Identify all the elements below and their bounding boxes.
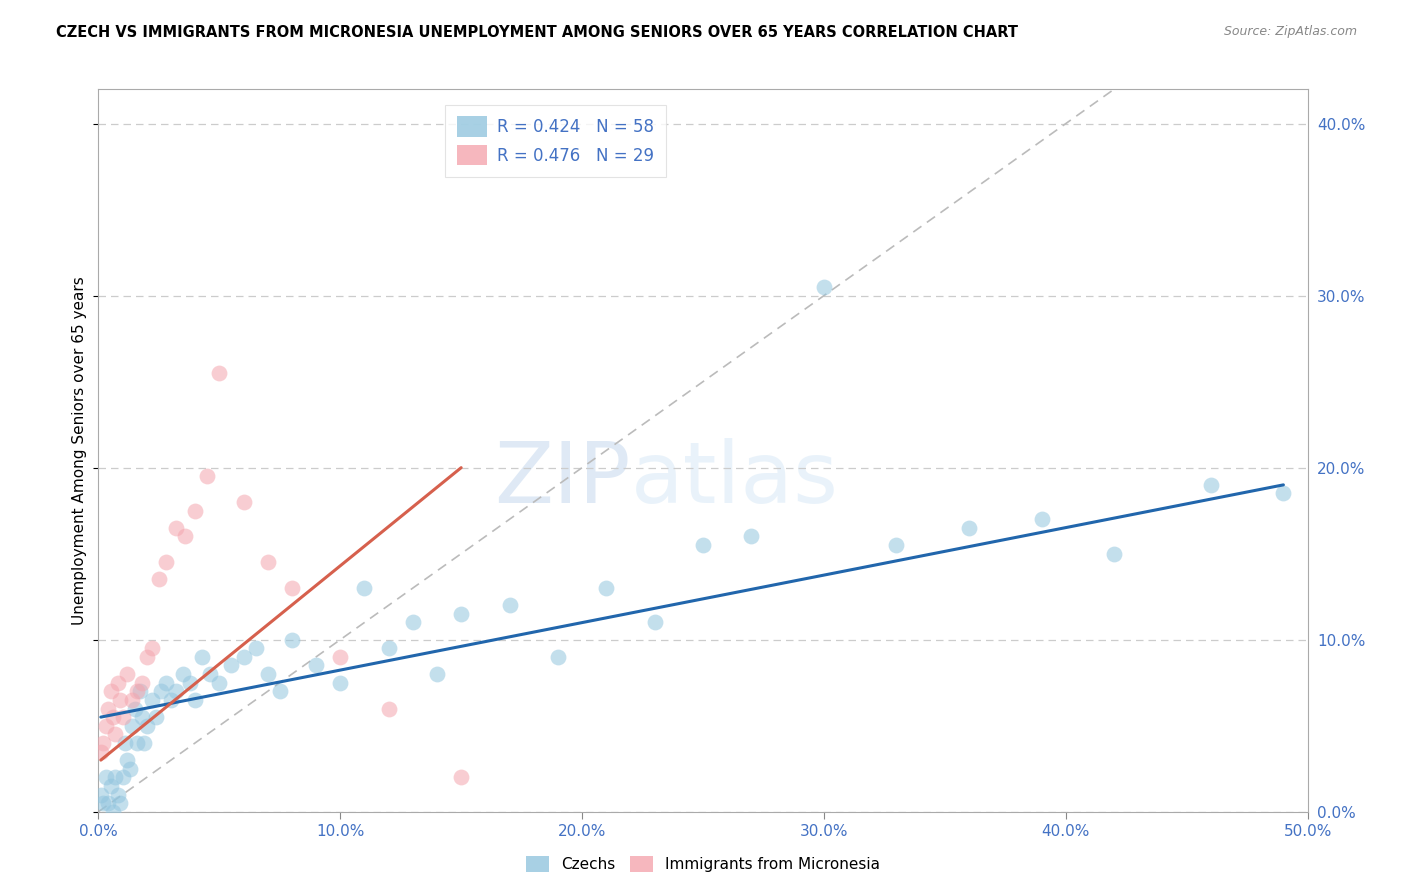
Point xyxy=(118,762,141,776)
Point xyxy=(91,736,114,750)
Point xyxy=(256,667,278,681)
Point xyxy=(94,719,117,733)
Point xyxy=(198,667,221,681)
Point xyxy=(208,366,231,380)
Text: CZECH VS IMMIGRANTS FROM MICRONESIA UNEMPLOYMENT AMONG SENIORS OVER 65 YEARS COR: CZECH VS IMMIGRANTS FROM MICRONESIA UNEM… xyxy=(56,25,1018,40)
Point xyxy=(281,581,304,595)
Point xyxy=(104,770,127,784)
Point xyxy=(595,581,617,595)
Point xyxy=(329,675,352,690)
Point xyxy=(101,710,124,724)
Point xyxy=(402,615,425,630)
Point xyxy=(121,719,143,733)
Point xyxy=(94,770,117,784)
Point xyxy=(886,538,908,552)
Point xyxy=(256,555,278,569)
Point xyxy=(450,770,472,784)
Point xyxy=(426,667,449,681)
Point xyxy=(305,658,328,673)
Point xyxy=(131,675,153,690)
Point xyxy=(160,693,183,707)
Point xyxy=(114,736,136,750)
Point xyxy=(155,675,177,690)
Point xyxy=(1272,486,1295,500)
Point xyxy=(121,693,143,707)
Point xyxy=(165,521,187,535)
Point xyxy=(450,607,472,621)
Point xyxy=(141,641,163,656)
Point xyxy=(498,599,520,613)
Point xyxy=(100,684,122,698)
Point xyxy=(131,710,153,724)
Point xyxy=(377,701,399,715)
Point xyxy=(377,641,399,656)
Point xyxy=(1102,547,1125,561)
Point xyxy=(184,503,207,517)
Point xyxy=(145,710,167,724)
Point xyxy=(90,744,112,758)
Point xyxy=(353,581,375,595)
Point xyxy=(104,727,127,741)
Point xyxy=(644,615,666,630)
Point xyxy=(108,796,131,810)
Point xyxy=(135,719,157,733)
Point xyxy=(195,469,218,483)
Point xyxy=(172,667,194,681)
Point xyxy=(97,701,120,715)
Point xyxy=(150,684,173,698)
Point xyxy=(957,521,980,535)
Point xyxy=(100,779,122,793)
Point xyxy=(111,770,134,784)
Point xyxy=(101,805,124,819)
Point xyxy=(107,788,129,802)
Point xyxy=(117,753,139,767)
Point xyxy=(91,796,114,810)
Point xyxy=(117,667,139,681)
Point xyxy=(127,684,149,698)
Point xyxy=(184,693,207,707)
Point xyxy=(111,710,134,724)
Text: atlas: atlas xyxy=(630,438,838,521)
Point xyxy=(134,736,156,750)
Point xyxy=(165,684,187,698)
Point xyxy=(281,632,304,647)
Point xyxy=(1199,478,1222,492)
Text: Source: ZipAtlas.com: Source: ZipAtlas.com xyxy=(1223,25,1357,38)
Point xyxy=(692,538,714,552)
Point xyxy=(208,675,231,690)
Point xyxy=(97,796,120,810)
Point xyxy=(221,658,243,673)
Point xyxy=(155,555,177,569)
Point xyxy=(127,736,149,750)
Point xyxy=(107,675,129,690)
Point xyxy=(148,573,170,587)
Point xyxy=(108,693,131,707)
Legend: Czechs, Immigrants from Micronesia: Czechs, Immigrants from Micronesia xyxy=(517,848,889,880)
Y-axis label: Unemployment Among Seniors over 65 years: Unemployment Among Seniors over 65 years xyxy=(72,277,87,624)
Point xyxy=(269,684,291,698)
Point xyxy=(90,788,112,802)
Point xyxy=(813,280,835,294)
Point xyxy=(128,684,150,698)
Legend: R = 0.424   N = 58, R = 0.476   N = 29: R = 0.424 N = 58, R = 0.476 N = 29 xyxy=(446,104,665,178)
Point xyxy=(547,649,569,664)
Point xyxy=(135,649,157,664)
Point xyxy=(191,649,214,664)
Point xyxy=(329,649,352,664)
Point xyxy=(141,693,163,707)
Text: ZIP: ZIP xyxy=(494,438,630,521)
Point xyxy=(245,641,267,656)
Point xyxy=(740,529,762,543)
Point xyxy=(1031,512,1053,526)
Point xyxy=(124,701,146,715)
Point xyxy=(232,495,254,509)
Point xyxy=(179,675,201,690)
Point xyxy=(232,649,254,664)
Point xyxy=(174,529,197,543)
